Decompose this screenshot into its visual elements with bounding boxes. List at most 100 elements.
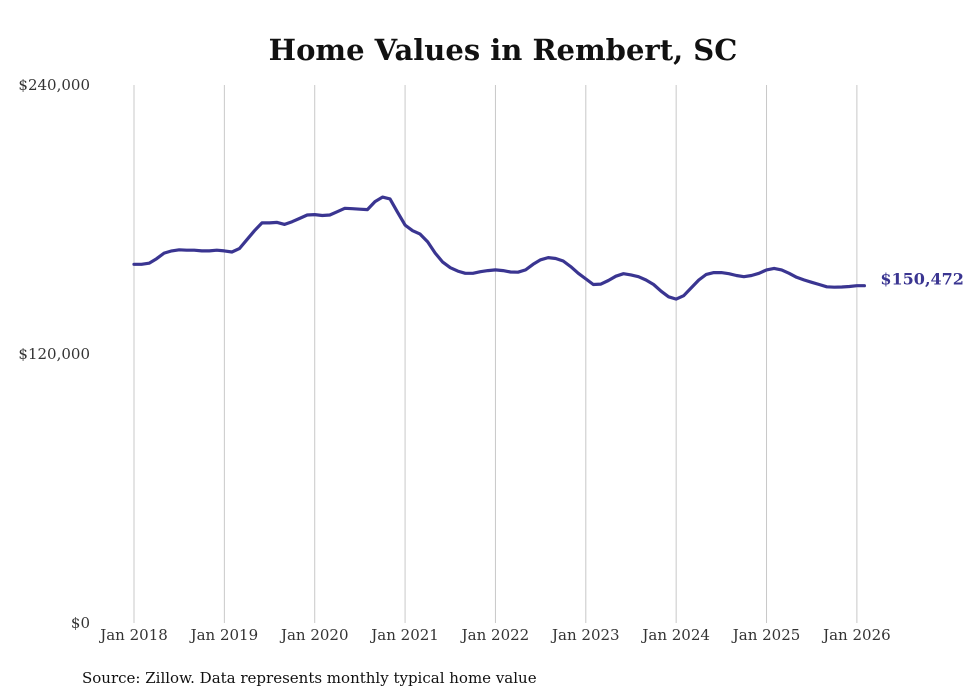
data-point [577,272,580,275]
data-point [494,268,497,271]
data-point [306,213,309,216]
x-tick-label: Jan 2019 [189,626,259,644]
data-point [140,263,143,266]
x-tick-label: Jan 2025 [731,626,801,644]
data-point [660,290,663,293]
x-tick-label: Jan 2024 [640,626,710,644]
data-point [449,266,452,269]
x-tick-label: Jan 2023 [550,626,620,644]
data-point [230,250,233,253]
data-point [855,284,858,287]
x-axis-tick-labels: Jan 2018 Jan 2019 Jan 2020 Jan 2021 Jan 2022… [98,626,890,644]
data-point [810,281,813,284]
data-point [200,249,203,252]
x-tick-label: Jan 2021 [369,626,439,644]
data-point [148,262,151,265]
data-point [599,283,602,286]
data-point [238,247,241,250]
series-line-home-value [132,195,866,301]
data-point [735,274,738,277]
data-point [833,286,836,289]
data-point [637,275,640,278]
data-point [208,249,211,252]
data-point [358,208,361,211]
data-point [366,208,369,211]
end-value-label: $150,472 [880,270,964,289]
data-point [170,249,173,252]
data-point [848,285,851,288]
data-point [185,249,188,252]
y-axis-tick-labels: $0 $120,000 $240,000 [18,76,90,632]
data-point [328,213,331,216]
data-point [291,220,294,223]
data-point [614,275,617,278]
data-point [757,272,760,275]
data-point [592,283,595,286]
y-tick-label: $120,000 [18,345,90,363]
data-point [697,278,700,281]
data-point [622,272,625,275]
data-point [840,285,843,288]
data-point [720,271,723,274]
source-note: Source: Zillow. Data represents monthly … [82,669,537,687]
data-point [434,252,437,255]
y-tick-label: $240,000 [18,76,90,94]
data-point [343,207,346,210]
data-point [456,270,459,273]
data-point [554,257,557,260]
data-point [516,271,519,274]
data-point [321,214,324,217]
data-point [260,221,263,224]
data-point [644,278,647,281]
data-point [178,248,181,251]
data-point [501,269,504,272]
data-point [712,271,715,274]
data-point [313,213,316,216]
y-tick-label: $0 [71,614,90,632]
data-point [539,258,542,261]
data-point [253,229,256,232]
data-point [773,267,776,270]
data-point [547,256,550,259]
data-point [155,257,158,260]
data-point [486,269,489,272]
x-tick-label: Jan 2026 [821,626,891,644]
data-point [742,275,745,278]
data-point [276,221,279,224]
data-point [298,217,301,220]
data-point [765,268,768,271]
data-point [464,272,467,275]
data-point [532,263,535,266]
data-point [652,283,655,286]
data-point [132,263,135,266]
data-point [825,285,828,288]
data-point [607,279,610,282]
data-point [803,278,806,281]
data-point [381,196,384,199]
x-tick-label: Jan 2020 [279,626,349,644]
data-point [727,272,730,275]
chart-title: Home Values in Rembert, SC [269,33,738,67]
vertical-gridlines [133,85,858,623]
data-point [795,276,798,279]
data-point [562,259,565,262]
data-point [411,229,414,232]
data-point [818,283,821,286]
data-point [223,249,226,252]
data-point [629,273,632,276]
data-point [788,272,791,275]
data-point [750,274,753,277]
data-point [682,294,685,297]
data-point [373,200,376,203]
data-point [524,268,527,271]
data-point [584,277,587,280]
data-point [780,268,783,271]
data-point [193,249,196,252]
data-point [441,261,444,264]
data-point [509,270,512,273]
data-point [245,238,248,241]
data-point [388,197,391,200]
data-point [268,221,271,224]
data-point [351,207,354,210]
